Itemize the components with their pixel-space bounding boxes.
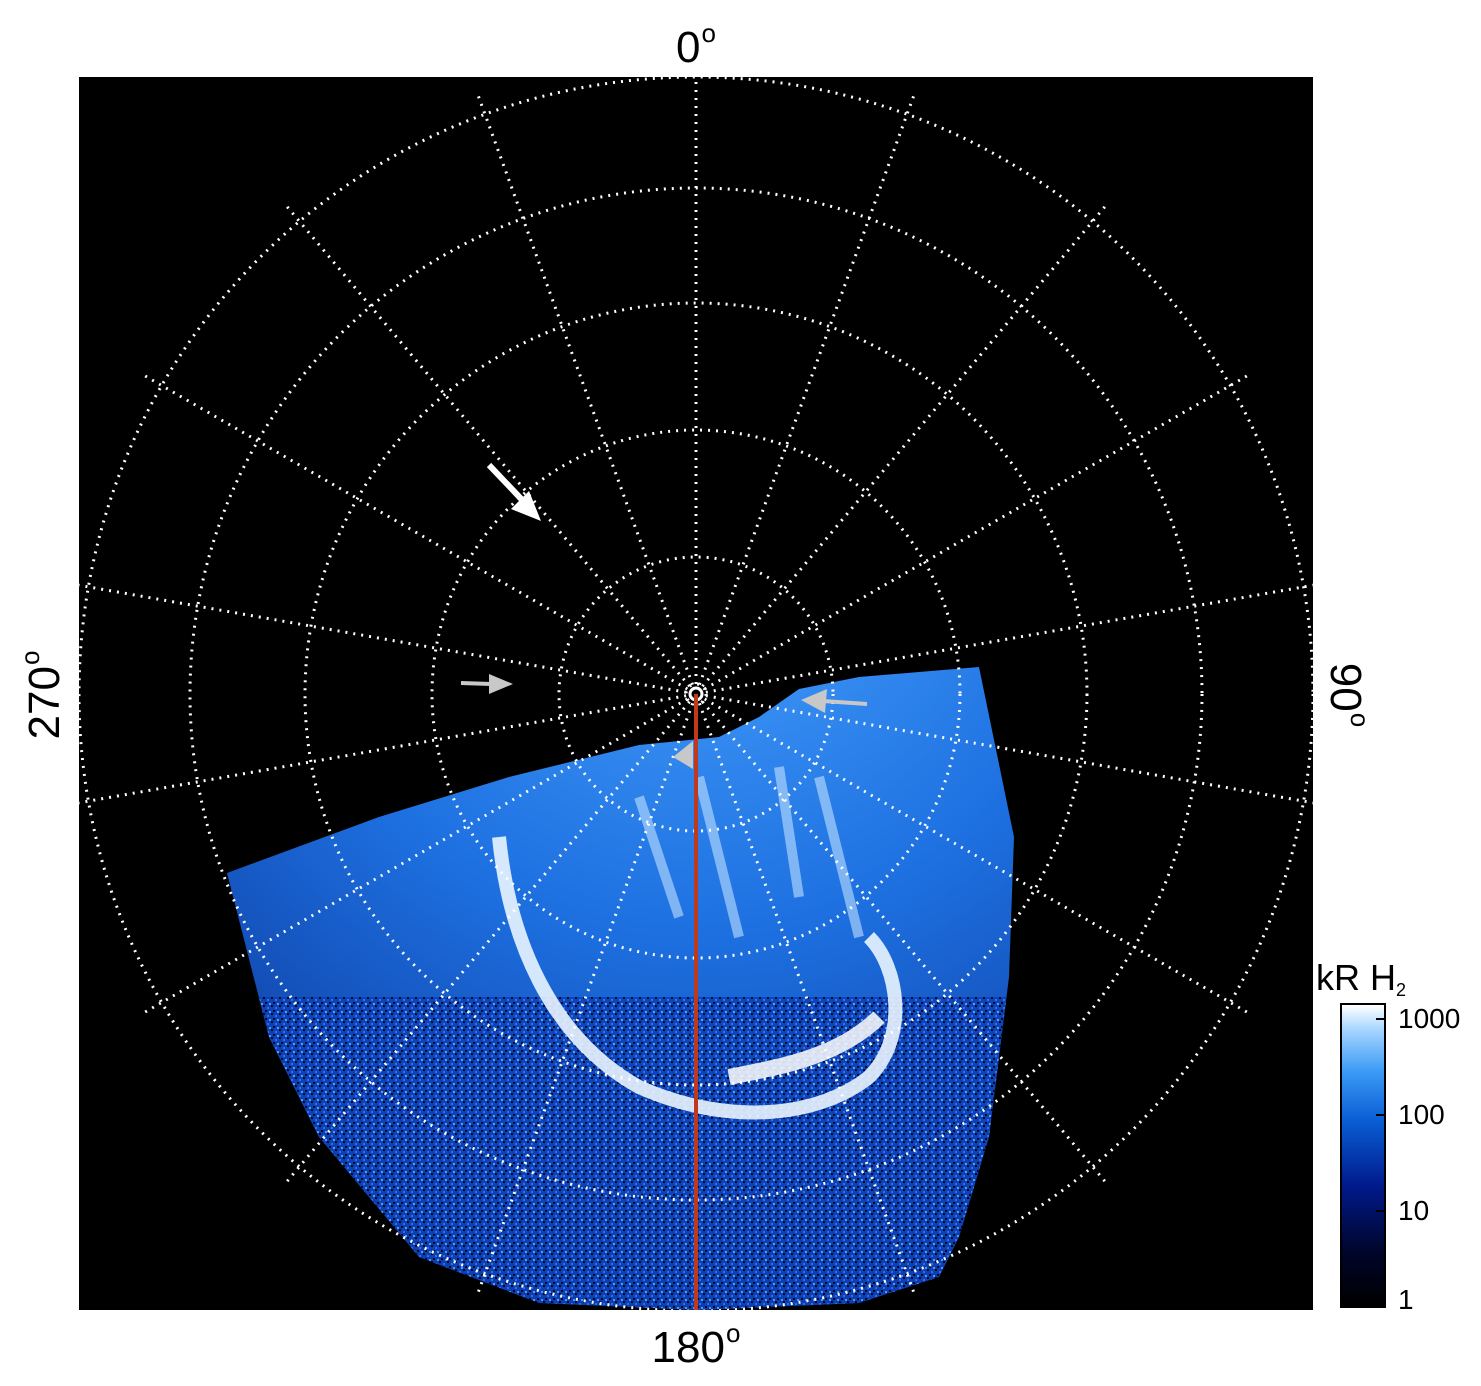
colorbar-tickmark-10: [1376, 1210, 1386, 1212]
meridian-line: [475, 92, 694, 686]
meridian-line: [701, 700, 1109, 1186]
meridian-line: [79, 694, 687, 805]
polar-projection-image: [79, 77, 1313, 1310]
colorbar-tick-label: 100: [1398, 1099, 1445, 1130]
colorbar-title: kR H2: [1316, 957, 1407, 1000]
meridian-line: [475, 702, 694, 1296]
main-auroral-oval: [492, 836, 903, 1120]
longitude-label-0: 0o: [676, 18, 716, 72]
colorbar: [1340, 1003, 1386, 1308]
meridian-line: [283, 700, 691, 1186]
colorbar-tick-label: 1: [1398, 1284, 1414, 1315]
meridian-line: [698, 92, 917, 686]
meridian-line: [140, 372, 689, 691]
colorbar-tick-label: 10: [1398, 1195, 1430, 1226]
gray-arrow-left: [460, 674, 513, 694]
longitude-label-270: 270o: [15, 650, 69, 740]
meridian-line: [705, 694, 1313, 805]
inner-auroral-arc: [727, 1011, 885, 1085]
meridian-line: [283, 202, 691, 688]
meridian-line: [79, 583, 687, 694]
polar-plot-svg: [79, 77, 1313, 1310]
longitude-label-90: 90o: [1321, 662, 1375, 728]
gray-arrow-right: [801, 689, 868, 713]
white-arrow: [486, 462, 541, 521]
polar-emission-streaks: [634, 766, 864, 939]
colorbar-tickmark-1000: [1376, 1018, 1386, 1020]
meridian-line: [703, 697, 1252, 1016]
meridian-line: [140, 697, 689, 1016]
colorbar-tick-label: 1000: [1398, 1003, 1461, 1034]
colorbar-tickmark-100: [1376, 1114, 1386, 1116]
gray-arrow-bottom: [673, 741, 693, 769]
longitude-label-180: 180o: [651, 1318, 741, 1372]
meridian-line: [705, 583, 1313, 694]
meridian-line: [703, 372, 1252, 691]
meridian-line: [701, 202, 1109, 688]
colorbar-tickmark-1: [1376, 1304, 1386, 1306]
meridian-line: [698, 702, 917, 1296]
